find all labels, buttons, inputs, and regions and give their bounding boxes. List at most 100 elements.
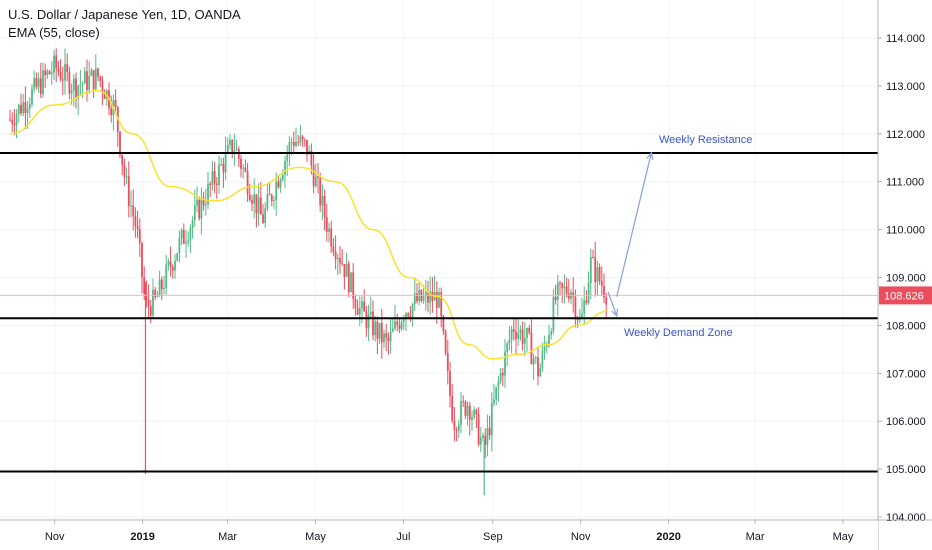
candle-body[interactable] xyxy=(345,263,348,277)
candle-body[interactable] xyxy=(55,55,58,69)
candle-body[interactable] xyxy=(57,68,60,72)
candle-body[interactable] xyxy=(156,296,159,298)
candle-body[interactable] xyxy=(231,139,234,153)
candle-body[interactable] xyxy=(279,179,282,188)
candle-body[interactable] xyxy=(493,399,495,403)
candle-body[interactable] xyxy=(200,197,203,219)
candle-body[interactable] xyxy=(204,204,207,206)
candle-body[interactable] xyxy=(427,291,429,303)
candle-body[interactable] xyxy=(90,70,93,76)
candle-body[interactable] xyxy=(332,246,335,252)
candle-body[interactable] xyxy=(88,75,91,90)
candle-body[interactable] xyxy=(515,331,517,339)
candle-body[interactable] xyxy=(81,83,84,85)
candle-body[interactable] xyxy=(42,70,44,95)
projection-arrow[interactable] xyxy=(607,291,618,317)
candle-body[interactable] xyxy=(517,333,520,339)
candle-body[interactable] xyxy=(495,387,498,400)
candle-body[interactable] xyxy=(141,243,143,278)
candle-body[interactable] xyxy=(37,78,40,87)
candle-body[interactable] xyxy=(416,293,418,302)
candle-body[interactable] xyxy=(365,311,368,329)
candle-body[interactable] xyxy=(48,71,51,75)
candle-body[interactable] xyxy=(328,228,330,232)
candle-body[interactable] xyxy=(484,435,487,445)
candle-body[interactable] xyxy=(488,427,491,436)
candle-body[interactable] xyxy=(506,343,509,352)
candle-body[interactable] xyxy=(581,313,583,318)
candle-body[interactable] xyxy=(220,164,223,166)
candle-body[interactable] xyxy=(358,308,361,315)
candle-body[interactable] xyxy=(545,345,548,347)
candle-body[interactable] xyxy=(350,272,352,293)
candle-body[interactable] xyxy=(288,142,291,154)
candle-body[interactable] xyxy=(207,183,209,205)
candle-body[interactable] xyxy=(477,414,480,445)
candle-body[interactable] xyxy=(411,303,414,317)
candle-body[interactable] xyxy=(468,405,471,420)
candle-body[interactable] xyxy=(341,263,344,265)
candle-body[interactable] xyxy=(281,174,284,180)
candle-body[interactable] xyxy=(497,381,500,388)
last-price-badge[interactable] xyxy=(879,286,932,305)
candle-body[interactable] xyxy=(490,402,493,436)
candle-body[interactable] xyxy=(356,307,359,315)
projection-arrow[interactable] xyxy=(616,152,652,297)
candle-body[interactable] xyxy=(114,100,117,107)
candle-body[interactable] xyxy=(567,293,570,299)
candle-body[interactable] xyxy=(317,176,319,178)
candle-body[interactable] xyxy=(323,195,326,218)
candle-body[interactable] xyxy=(310,150,313,166)
candle-body[interactable] xyxy=(486,427,489,445)
candle-body[interactable] xyxy=(306,140,308,155)
candle-body[interactable] xyxy=(191,220,194,229)
candle-body[interactable] xyxy=(264,208,267,223)
candle-body[interactable] xyxy=(396,321,399,326)
candle-body[interactable] xyxy=(193,205,196,221)
candle-body[interactable] xyxy=(429,291,432,303)
candle-body[interactable] xyxy=(160,279,163,290)
candle-body[interactable] xyxy=(554,296,557,300)
candle-body[interactable] xyxy=(363,301,366,312)
candle-body[interactable] xyxy=(152,289,154,316)
candle-body[interactable] xyxy=(466,405,469,416)
candle-body[interactable] xyxy=(565,286,568,294)
candle-body[interactable] xyxy=(182,229,185,244)
ema-line[interactable] xyxy=(9,89,609,360)
candle-body[interactable] xyxy=(409,316,412,318)
candle-body[interactable] xyxy=(451,396,454,421)
candle-body[interactable] xyxy=(380,322,383,343)
candle-body[interactable] xyxy=(187,240,190,243)
candle-body[interactable] xyxy=(453,420,456,431)
price-axis[interactable] xyxy=(878,0,932,550)
candle-body[interactable] xyxy=(251,200,253,204)
candle-body[interactable] xyxy=(592,256,594,258)
candle-body[interactable] xyxy=(22,102,25,114)
candle-body[interactable] xyxy=(215,183,218,185)
candle-body[interactable] xyxy=(587,283,590,303)
candle-body[interactable] xyxy=(167,261,170,265)
candle-body[interactable] xyxy=(171,266,174,271)
candle-body[interactable] xyxy=(86,71,88,90)
candle-body[interactable] xyxy=(233,150,236,153)
candle-body[interactable] xyxy=(598,267,601,281)
candle-body[interactable] xyxy=(334,251,337,260)
candle-body[interactable] xyxy=(574,296,577,319)
candle-body[interactable] xyxy=(209,183,212,186)
candle-body[interactable] xyxy=(343,264,346,277)
candle-body[interactable] xyxy=(537,357,539,377)
candle-body[interactable] xyxy=(94,68,97,90)
candle-body[interactable] xyxy=(39,78,42,95)
candle-body[interactable] xyxy=(295,141,297,146)
candle-body[interactable] xyxy=(361,301,363,309)
candle-body[interactable] xyxy=(462,401,465,403)
candle-body[interactable] xyxy=(218,164,220,185)
candle-body[interactable] xyxy=(526,328,528,338)
candle-body[interactable] xyxy=(552,296,555,332)
candle-body[interactable] xyxy=(253,194,256,204)
candle-body[interactable] xyxy=(189,228,192,241)
candle-body[interactable] xyxy=(479,437,482,445)
candle-body[interactable] xyxy=(154,289,157,297)
candle-body[interactable] xyxy=(455,430,458,432)
